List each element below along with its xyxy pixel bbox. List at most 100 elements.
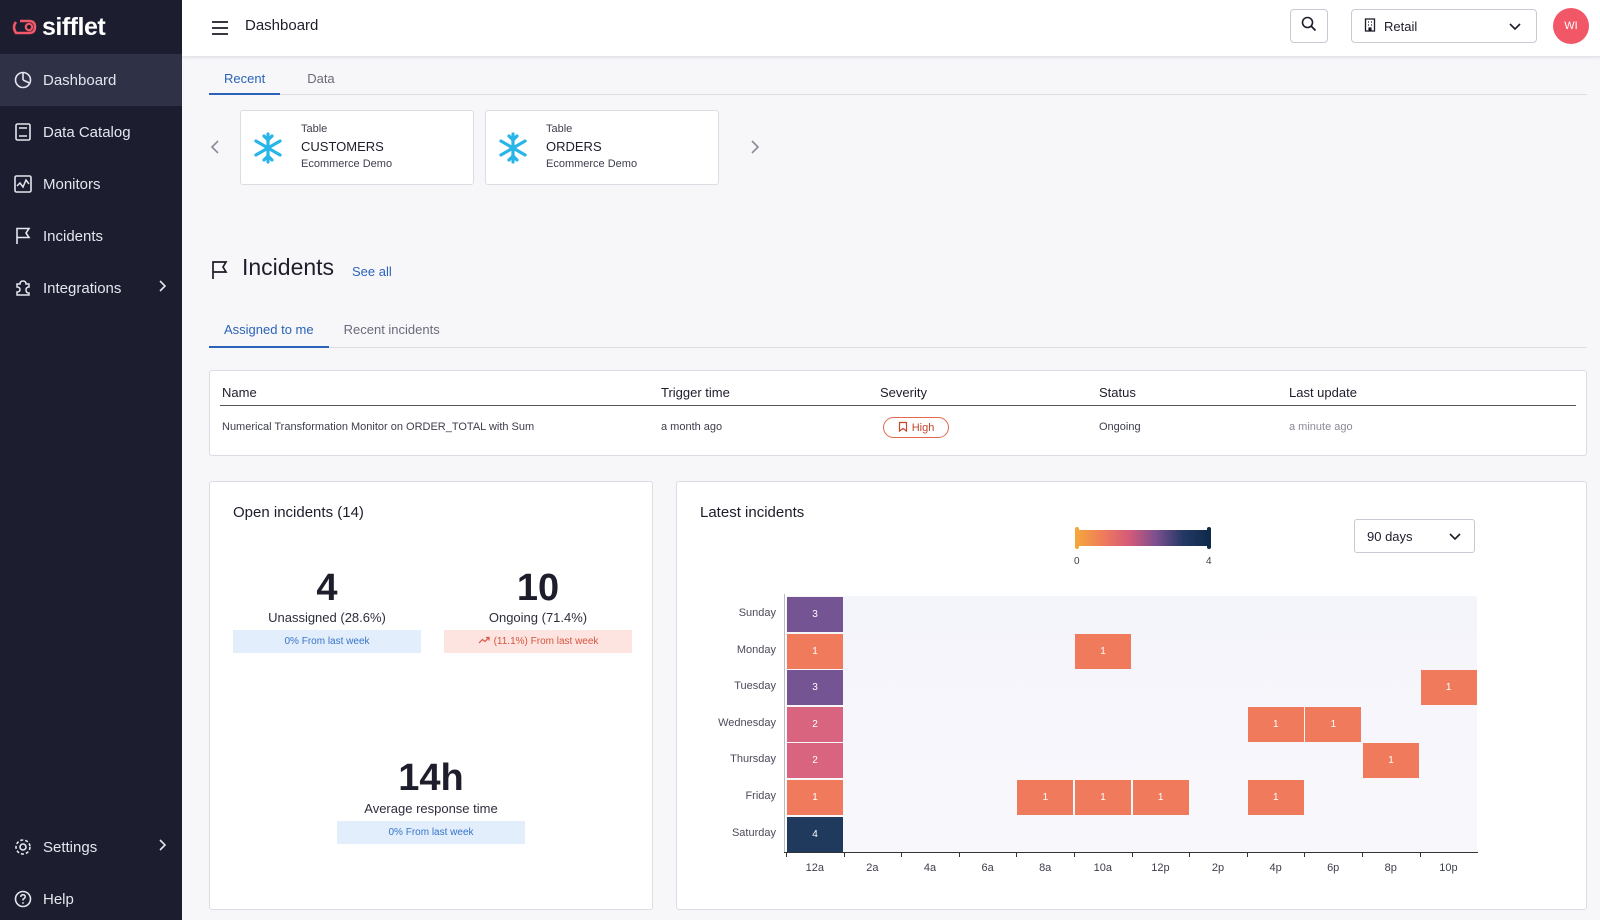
heatmap-cell[interactable]: 3 [787, 670, 843, 706]
carousel-next-button[interactable] [745, 139, 765, 159]
column-header-status: Status [1099, 385, 1136, 400]
sidebar-item-help[interactable]: Help [0, 873, 182, 920]
legend-max-handle[interactable] [1207, 527, 1211, 549]
column-header-severity: Severity [880, 385, 927, 400]
x-tick [1131, 852, 1133, 857]
legend-min-label: 0 [1074, 556, 1080, 567]
building-icon [1364, 17, 1376, 35]
x-tick-label: 8a [1039, 862, 1052, 874]
table-header-divider [220, 405, 1576, 406]
period-select-value: 90 days [1367, 528, 1413, 544]
chevron-left-icon [210, 139, 220, 160]
heatmap-cell[interactable]: 2 [787, 706, 843, 742]
incident-name-link[interactable]: Numerical Transformation Monitor on ORDE… [222, 421, 535, 433]
incident-last-update: a minute ago [1289, 421, 1353, 433]
ongoing-label: Ongoing (71.4%) [488, 610, 588, 625]
sidebar-item-data-catalog[interactable]: Data Catalog [0, 106, 182, 158]
heatmap-cell[interactable]: 1 [1132, 780, 1189, 815]
brand-name: sifflet [42, 12, 106, 41]
incidents-tabs: Assigned to me Recent incidents [209, 311, 1587, 348]
severity-badge: High [883, 417, 949, 438]
heatmap-cell[interactable]: 1 [1075, 633, 1131, 669]
sidebar-item-label: Incidents [43, 227, 104, 245]
column-header-last-update: Last update [1289, 385, 1357, 400]
tab-data[interactable]: Data [307, 70, 335, 86]
sidebar-item-dashboard[interactable]: Dashboard [0, 54, 182, 106]
avatar[interactable]: WI [1553, 8, 1589, 44]
x-tick [1074, 852, 1075, 857]
tab-assigned-to-me[interactable]: Assigned to me [209, 311, 329, 348]
puzzle-icon [13, 278, 33, 298]
menu-icon[interactable] [210, 18, 230, 38]
card-domain: Ecommerce Demo [546, 158, 638, 170]
domain-select[interactable]: Retail [1351, 9, 1537, 43]
gear-icon [13, 837, 33, 857]
y-tick-label: Tuesday [734, 680, 776, 693]
heatmap-cell[interactable]: 1 [1247, 706, 1304, 742]
heatmap-cell[interactable]: 1 [1247, 780, 1304, 815]
sidebar-item-label: Monitors [43, 175, 101, 193]
x-tick-label: 12a [805, 862, 824, 874]
recent-tabs: Recent Data [209, 62, 1587, 95]
unassigned-label: Unassigned (28.6%) [268, 610, 386, 625]
x-tick-label: 12p [1151, 862, 1170, 874]
x-tick [1016, 852, 1018, 857]
heatmap-cell[interactable]: 1 [1075, 780, 1131, 815]
logo[interactable]: sifflet [0, 0, 182, 54]
y-tick-label: Thursday [730, 753, 776, 766]
open-incidents-title: Open incidents (14) [233, 504, 364, 521]
chevron-right-icon [158, 279, 168, 297]
x-tick [1189, 852, 1191, 857]
sidebar-item-incidents[interactable]: Incidents [0, 210, 182, 262]
sidebar-item-label: Dashboard [43, 71, 117, 89]
see-all-link[interactable]: See all [352, 264, 392, 279]
x-tick [1304, 852, 1306, 857]
sidebar-item-label: Help [43, 890, 74, 908]
chevron-down-icon [1508, 20, 1522, 35]
incident-trigger-time: a month ago [661, 421, 723, 433]
heatmap-cell[interactable]: 1 [1363, 743, 1419, 779]
carousel-prev-button[interactable] [205, 139, 225, 159]
recent-card[interactable]: Table ORDERS Ecommerce Demo [485, 110, 719, 185]
trend-text: 0% From last week [388, 827, 474, 838]
legend-min-handle[interactable] [1075, 527, 1079, 549]
heatmap-cell[interactable]: 3 [787, 597, 843, 632]
page-title: Dashboard [245, 17, 319, 34]
heatmap-cell[interactable]: 1 [1305, 706, 1362, 742]
chevron-right-icon [750, 139, 760, 160]
latest-incidents-title: Latest incidents [700, 504, 805, 521]
snowflake-icon [496, 131, 530, 170]
sidebar-item-label: Data Catalog [43, 123, 131, 141]
search-button[interactable] [1290, 9, 1328, 43]
x-tick-label: 10p [1439, 862, 1458, 874]
sidebar-item-integrations[interactable]: Integrations [0, 262, 182, 314]
heatmap-background [786, 596, 1477, 852]
tab-recent-incidents[interactable]: Recent incidents [343, 321, 440, 337]
recent-card[interactable]: Table CUSTOMERS Ecommerce Demo [240, 110, 474, 185]
x-tick-label: 6p [1327, 862, 1340, 874]
response-time-trend: 0% From last week [337, 821, 525, 844]
sidebar-item-settings[interactable]: Settings [0, 821, 182, 873]
dashboard-icon [13, 70, 33, 90]
period-select[interactable]: 90 days [1354, 519, 1475, 553]
unassigned-count: 4 [316, 567, 338, 609]
incidents-table: Name Trigger time Severity Status Last u… [209, 370, 1587, 456]
x-tick [901, 852, 903, 857]
heatmap-cell[interactable]: 1 [787, 633, 843, 669]
heatmap-cell[interactable]: 4 [787, 816, 843, 852]
x-tick [958, 852, 960, 857]
flag-icon [13, 226, 33, 246]
sidebar: sifflet Dashboard Data Catalog Monitors … [0, 0, 182, 920]
flag-icon [211, 260, 229, 285]
sidebar-item-monitors[interactable]: Monitors [0, 158, 182, 210]
x-tick-label: 4p [1269, 862, 1282, 874]
tab-recent[interactable]: Recent [209, 62, 281, 95]
heatmap-cell[interactable]: 1 [1017, 780, 1074, 815]
trend-text: 0% From last week [284, 636, 370, 647]
color-scale-legend [1077, 530, 1209, 546]
ongoing-trend: (11.1%) From last week [444, 630, 632, 653]
x-tick-label: 4a [923, 862, 937, 874]
heatmap-cell[interactable]: 1 [787, 780, 843, 815]
heatmap-cell[interactable]: 2 [787, 743, 843, 779]
heatmap-cell[interactable]: 1 [1420, 670, 1477, 706]
